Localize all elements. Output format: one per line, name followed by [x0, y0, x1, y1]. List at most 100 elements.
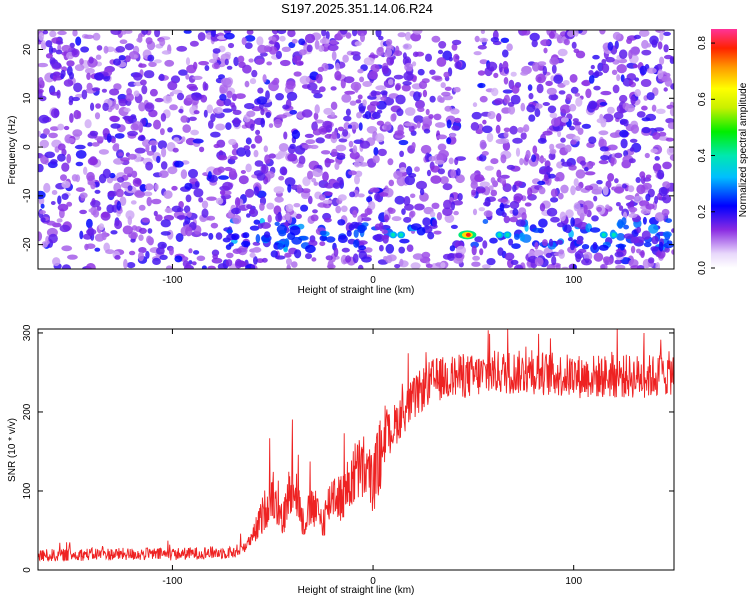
spectrogram-cell: [274, 255, 286, 260]
spectrogram-cell: [661, 208, 670, 216]
spectrogram-cell: [140, 79, 147, 86]
spectrogram-cell: [249, 78, 257, 85]
spectrogram-cell: [88, 56, 94, 64]
spectrogram-cell: [496, 169, 502, 178]
spectrogram-cell: [105, 249, 115, 255]
spectrogram-cell: [354, 83, 359, 93]
spectrogram-cell: [357, 193, 365, 198]
spectrogram-cell: [226, 65, 233, 70]
spectrogram-cell: [532, 145, 538, 155]
spectrogram-cell: [325, 236, 336, 243]
spectrogram-cell: [345, 108, 351, 117]
spectrogram-cell: [642, 216, 647, 225]
spectrogram-cell: [357, 68, 364, 74]
spectrogram-cell: [311, 257, 317, 262]
spectrogram-cell: [662, 231, 672, 238]
spectrogram-cell: [224, 32, 235, 40]
secondary-peak-core: [399, 232, 404, 237]
spectrogram-cell: [354, 174, 360, 185]
spectrogram-cell: [203, 109, 208, 118]
spectrogram-cell: [548, 93, 559, 101]
spectrogram-cell: [335, 62, 340, 71]
spectrogram-cell: [450, 169, 457, 179]
spectrogram-cell: [313, 112, 319, 120]
spectrogram-cell: [361, 217, 372, 222]
spectrogram-cell: [89, 130, 99, 137]
spectrogram-cell: [540, 39, 551, 47]
spectrogram-cell: [252, 247, 262, 253]
spectrogram-cell: [114, 219, 123, 230]
spectrogram-cell: [630, 236, 640, 244]
spectrogram-cell: [571, 41, 577, 49]
spectrogram-cell: [338, 138, 348, 143]
spectrogram-cell: [577, 248, 587, 254]
spectrogram-cell: [167, 127, 173, 133]
spectrogram-cell: [479, 59, 488, 65]
spectrogram-cell: [220, 53, 231, 61]
spectrogram-cell: [503, 127, 511, 133]
spectrogram-cell: [514, 180, 523, 187]
spectrogram-cell: [277, 242, 284, 250]
spectrogram-cell: [261, 257, 268, 263]
spectrogram-cell: [314, 40, 320, 50]
spectrogram-cell: [255, 129, 261, 135]
spectrogram-cell: [38, 231, 43, 242]
spectrogram-cell: [268, 153, 276, 159]
spectrogram-cell: [126, 262, 136, 269]
spectrogram-cell: [345, 255, 352, 263]
spectrogram-cell: [330, 101, 338, 111]
spectrogram-cell: [284, 238, 290, 248]
spectrogram-cell: [125, 93, 134, 102]
spectrogram-cell: [60, 174, 67, 182]
spectrogram-cell: [176, 215, 187, 220]
spectrogram-cell: [570, 241, 575, 251]
spectrogram-cell: [570, 217, 575, 228]
spectrogram-cell: [183, 205, 191, 214]
spectrogram-cell: [141, 30, 149, 36]
spectrogram-cell: [548, 31, 555, 39]
spectrogram-cell: [175, 233, 184, 242]
spectrogram-cell: [346, 230, 352, 237]
spectrogram-cell: [318, 194, 326, 201]
spectrogram-cell: [432, 218, 438, 228]
spectrogram-cell: [453, 53, 460, 63]
spectrogram-cell: [358, 122, 363, 131]
spectrogram-cell: [274, 221, 280, 226]
spectrogram-cell: [500, 37, 510, 43]
spectrogram-cell: [323, 107, 333, 115]
spectrogram-cell: [160, 113, 167, 122]
spectrogram-cell: [534, 242, 539, 250]
spectrogram-cell: [418, 80, 428, 90]
spectrogram-cell: [141, 85, 148, 95]
spectrogram-cell: [625, 194, 635, 201]
spectrogram-cell: [66, 201, 73, 207]
spectrogram-cell: [242, 64, 252, 74]
spectrogram-cell: [498, 62, 503, 73]
spectrogram-cell: [512, 184, 517, 193]
spectrogram-cell: [218, 74, 225, 80]
spectrogram-cell: [101, 230, 107, 241]
snr-frame: [37, 328, 675, 571]
spectrogram-cell: [628, 80, 634, 85]
spectrogram-cell: [109, 88, 120, 96]
spectrogram-cell: [496, 113, 502, 122]
colorbar-label: Normalized spectral amplitude: [738, 82, 749, 217]
spectrogram-cell: [654, 156, 660, 161]
spectrogram-cell: [348, 224, 355, 231]
spectrogram-cell: [657, 169, 665, 180]
spectrogram-cell: [91, 87, 101, 92]
spectrogram-cell: [244, 103, 255, 110]
spectrogram-cell: [619, 94, 628, 103]
spectrogram-cell: [218, 175, 229, 180]
spectrogram-cell: [404, 62, 414, 72]
spectrogram-cell: [630, 265, 641, 269]
spectrogram-cell: [318, 86, 326, 93]
spectrogram-cell: [659, 56, 665, 65]
spectrogram-cell: [383, 121, 392, 131]
spectrogram-cell: [287, 184, 292, 193]
spectrogram-cell: [201, 265, 207, 269]
x-tick-label: -100: [162, 576, 182, 587]
spectrogram-cell: [343, 76, 355, 84]
spectrogram-cell: [216, 98, 226, 107]
spectrogram-cell: [57, 30, 67, 36]
